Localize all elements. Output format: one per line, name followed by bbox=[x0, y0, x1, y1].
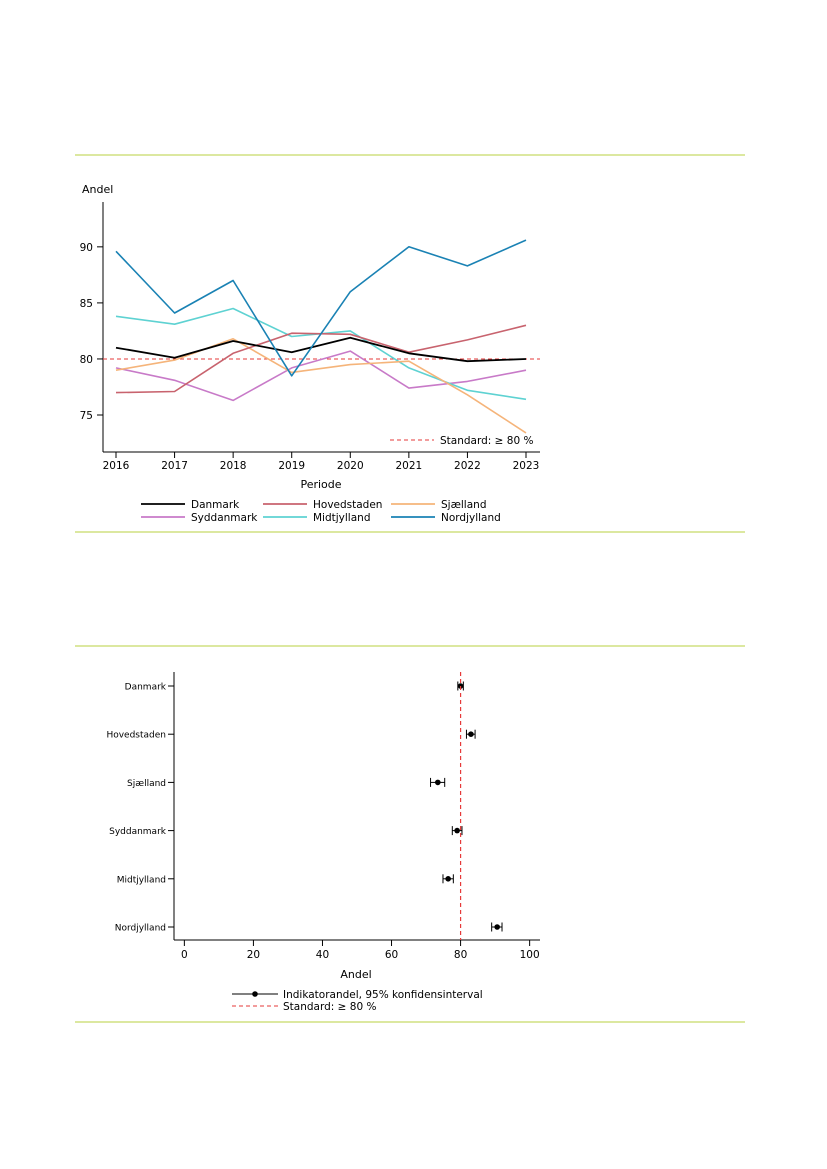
category-label: Syddanmark bbox=[109, 827, 167, 837]
forest-row-nordjylland: Nordjylland bbox=[115, 922, 503, 934]
forest-plot: 0 20 40 60 80 100 Danmark Hovedstaden Sjælland S… bbox=[106, 672, 540, 1013]
y-axis-label: Andel bbox=[82, 183, 113, 196]
legend-label-nordjylland: Nordjylland bbox=[441, 512, 501, 524]
x-tick-label: 2022 bbox=[454, 460, 481, 472]
legend-label-danmark: Danmark bbox=[191, 499, 240, 511]
legend-label-syddanmark: Syddanmark bbox=[191, 512, 258, 524]
divider-top-2 bbox=[75, 645, 745, 647]
legend-label-hovedstaden: Hovedstaden bbox=[313, 499, 382, 511]
series-line-danmark bbox=[115, 336, 527, 363]
forest-row-midtjylland: Midtjylland bbox=[117, 874, 454, 885]
x-tick-label: 40 bbox=[316, 949, 329, 961]
x-tick-label: 2018 bbox=[220, 460, 247, 472]
forest-row-syddanmark: Syddanmark bbox=[109, 826, 463, 837]
divider-bottom-1 bbox=[75, 531, 745, 533]
line-chart: Andel 75 80 85 90 2016 2017 2018 2019 2020 2021 2… bbox=[80, 183, 540, 524]
indicator-point bbox=[494, 924, 500, 930]
x-tick-label: 2016 bbox=[103, 460, 130, 472]
x-axis-label: Andel bbox=[340, 968, 371, 981]
y-tick-label: 75 bbox=[80, 410, 93, 422]
series-line-midtjylland bbox=[115, 307, 527, 401]
category-label: Nordjylland bbox=[115, 924, 166, 934]
y-tick-label: 85 bbox=[80, 298, 93, 310]
y-tick-label: 90 bbox=[80, 242, 93, 254]
indicator-point bbox=[454, 827, 460, 834]
category-label: Midtjylland bbox=[117, 875, 166, 885]
x-axis-label: Periode bbox=[300, 478, 341, 491]
x-tick-label: 20 bbox=[247, 949, 260, 961]
x-tick-label: 2020 bbox=[337, 460, 364, 472]
x-tick-label: 2019 bbox=[278, 460, 305, 472]
x-tick-label: 80 bbox=[454, 949, 467, 961]
y-tick-label: 80 bbox=[80, 354, 93, 366]
forest-row-sjaelland: Sjælland bbox=[127, 777, 446, 789]
standard-legend-label: Standard: ≥ 80 % bbox=[440, 435, 533, 447]
indicator-legend-label: Indikatorandel, 95% konfidensinterval bbox=[283, 989, 483, 1001]
divider-top-1 bbox=[75, 154, 745, 156]
series-line-nordjylland bbox=[115, 239, 527, 377]
indicator-legend-marker bbox=[252, 991, 258, 997]
x-tick-label: 100 bbox=[520, 949, 540, 961]
forest-legend: Indikatorandel, 95% konfidensinterval St… bbox=[232, 989, 483, 1013]
x-tick-label: 2017 bbox=[161, 460, 188, 472]
series-line-syddanmark bbox=[115, 350, 527, 402]
indicator-point bbox=[445, 876, 451, 882]
series-line-sjaelland bbox=[115, 337, 527, 434]
x-tick-label: 2023 bbox=[513, 460, 540, 472]
standard-legend-label: Standard: ≥ 80 % bbox=[283, 1001, 376, 1013]
x-tick-label: 60 bbox=[385, 949, 398, 961]
forest-row-danmark: Danmark bbox=[125, 681, 464, 693]
category-label: Danmark bbox=[125, 683, 167, 693]
forest-row-hovedstaden: Hovedstaden bbox=[106, 729, 476, 741]
category-label: Sjælland bbox=[127, 779, 166, 789]
indicator-point bbox=[468, 731, 474, 737]
legend-label-sjaelland: Sjælland bbox=[441, 499, 486, 511]
legend-label-midtjylland: Midtjylland bbox=[313, 512, 370, 524]
divider-bottom-2 bbox=[75, 1021, 745, 1023]
category-label: Hovedstaden bbox=[106, 731, 166, 741]
x-tick-label: 0 bbox=[181, 949, 188, 961]
indicator-point bbox=[434, 779, 441, 786]
x-tick-label: 2021 bbox=[395, 460, 422, 472]
